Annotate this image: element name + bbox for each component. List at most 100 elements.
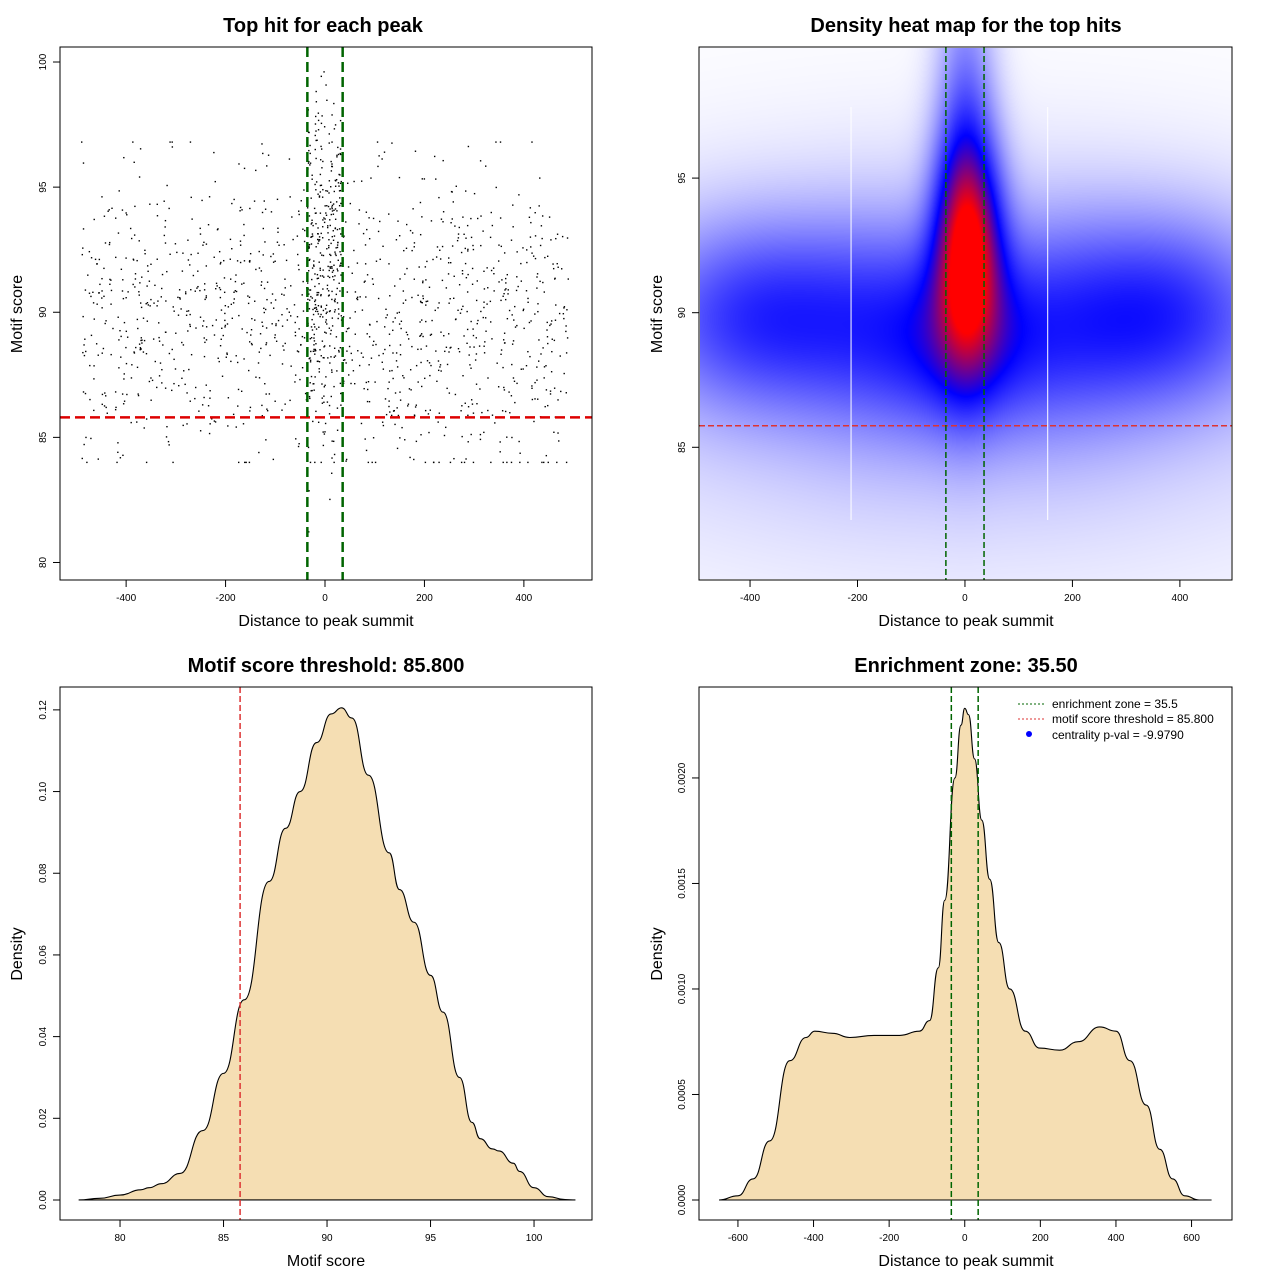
data-point: [464, 262, 467, 265]
y-tick-label: 0.10: [38, 781, 49, 801]
data-point: [141, 276, 143, 278]
data-point: [310, 295, 312, 298]
data-point: [381, 421, 384, 423]
data-point: [96, 303, 98, 305]
data-point: [263, 200, 265, 202]
data-point: [330, 213, 333, 216]
data-point: [467, 414, 469, 417]
data-point: [531, 398, 534, 401]
data-point: [123, 378, 125, 380]
data-point: [134, 273, 137, 275]
data-point: [311, 233, 314, 235]
data-point: [477, 319, 479, 322]
data-point: [506, 461, 508, 464]
data-point: [243, 282, 245, 284]
data-point: [241, 283, 243, 285]
data-point: [321, 196, 324, 198]
data-point: [262, 254, 264, 256]
data-point: [125, 297, 127, 299]
data-point: [205, 295, 208, 297]
data-point: [333, 102, 335, 105]
data-point: [402, 290, 405, 292]
data-point: [171, 389, 173, 392]
data-point: [272, 307, 275, 309]
data-point: [311, 222, 313, 224]
data-point: [183, 370, 185, 372]
data-point: [441, 245, 444, 248]
data-point: [563, 307, 565, 309]
data-point: [330, 329, 332, 332]
data-point: [313, 307, 316, 309]
data-point: [324, 218, 326, 220]
data-point: [387, 387, 389, 390]
data-point: [480, 244, 482, 247]
data-point: [350, 382, 352, 385]
data-point: [365, 296, 367, 298]
data-point: [333, 311, 336, 313]
data-point: [439, 366, 441, 368]
data-point: [311, 178, 313, 180]
data-point: [240, 390, 243, 392]
data-point: [562, 313, 565, 315]
data-point: [500, 299, 502, 302]
data-point: [248, 461, 251, 464]
data-point: [419, 321, 421, 323]
data-point: [312, 224, 314, 227]
data-point: [475, 353, 478, 355]
data-point: [152, 338, 155, 340]
data-point: [520, 368, 522, 370]
data-point: [177, 314, 180, 316]
data-point: [434, 309, 436, 312]
data-point: [492, 267, 495, 269]
data-point: [556, 262, 558, 265]
data-point: [415, 364, 418, 367]
data-point: [360, 352, 363, 354]
data-point: [334, 355, 337, 357]
data-point: [140, 348, 142, 350]
data-point: [125, 346, 127, 349]
data-point: [243, 223, 245, 226]
data-point: [320, 305, 322, 307]
data-point: [385, 413, 388, 416]
data-point: [158, 340, 161, 342]
data-point: [358, 223, 360, 225]
data-point: [162, 344, 164, 346]
data-point: [271, 293, 274, 295]
data-point: [519, 452, 521, 454]
data-point: [326, 401, 329, 403]
data-point: [408, 388, 411, 390]
data-point: [205, 384, 207, 386]
data-point: [392, 352, 394, 354]
data-point: [235, 290, 238, 293]
data-point: [308, 215, 311, 217]
data-point: [101, 196, 103, 198]
data-point: [520, 262, 522, 265]
data-point: [499, 141, 502, 143]
data-point: [499, 451, 501, 453]
data-point: [184, 383, 186, 386]
data-point: [319, 173, 322, 176]
chart-title: Top hit for each peak: [223, 15, 424, 37]
data-point: [508, 309, 511, 312]
data-point: [312, 420, 314, 423]
data-point: [270, 255, 272, 258]
data-point: [528, 216, 531, 218]
data-point: [249, 410, 251, 412]
data-point: [315, 343, 317, 345]
data-point: [189, 323, 191, 326]
data-point: [437, 307, 439, 309]
data-point: [523, 327, 525, 330]
data-point: [310, 236, 312, 238]
data-point: [118, 367, 120, 369]
data-point: [328, 327, 331, 329]
data-point: [217, 357, 219, 359]
data-point: [302, 310, 305, 312]
data-point: [421, 216, 423, 218]
data-point: [192, 274, 195, 277]
data-point: [319, 184, 322, 187]
data-point: [460, 308, 463, 311]
data-point: [338, 173, 340, 176]
data-point: [236, 260, 239, 262]
data-point: [123, 373, 125, 375]
data-point: [503, 292, 505, 295]
